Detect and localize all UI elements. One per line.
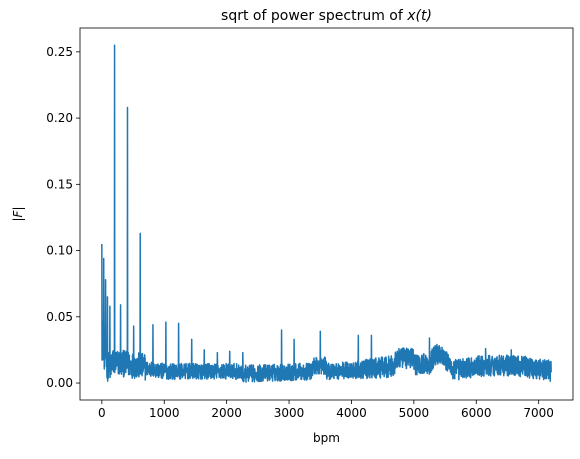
x-tick-label: 2000 bbox=[211, 406, 242, 420]
x-axis-label: bpm bbox=[313, 431, 340, 445]
spectrum-line bbox=[101, 44, 552, 383]
tick-layer: 0 1000 2000 3000 4000 5000 6000 7000 0.00 0.05 0.1… bbox=[46, 45, 554, 420]
x-tick-label: 5000 bbox=[399, 406, 430, 420]
y-tick-label: 0.15 bbox=[46, 177, 73, 191]
chart-title: sqrt of power spectrum of x(t) bbox=[221, 8, 432, 24]
x-tick-label: 7000 bbox=[523, 406, 554, 420]
y-axis-label: |F| bbox=[11, 207, 25, 222]
x-tick-label: 4000 bbox=[336, 406, 367, 420]
plot-frame bbox=[79, 27, 574, 401]
y-tick-label: 0.20 bbox=[46, 111, 73, 125]
y-tick-label: 0.25 bbox=[46, 45, 73, 59]
series-layer bbox=[101, 44, 552, 383]
y-tick-label: 0.00 bbox=[46, 376, 73, 390]
x-tick-label: 3000 bbox=[274, 406, 305, 420]
y-tick-label: 0.05 bbox=[46, 310, 73, 324]
x-tick-label: 1000 bbox=[149, 406, 180, 420]
chart-title-math: x(t) bbox=[406, 8, 432, 24]
y-tick-label: 0.10 bbox=[46, 244, 73, 258]
chart-title-text: sqrt of power spectrum of bbox=[221, 8, 407, 24]
x-tick-label: 6000 bbox=[461, 406, 492, 420]
x-tick-label: 0 bbox=[98, 406, 106, 420]
